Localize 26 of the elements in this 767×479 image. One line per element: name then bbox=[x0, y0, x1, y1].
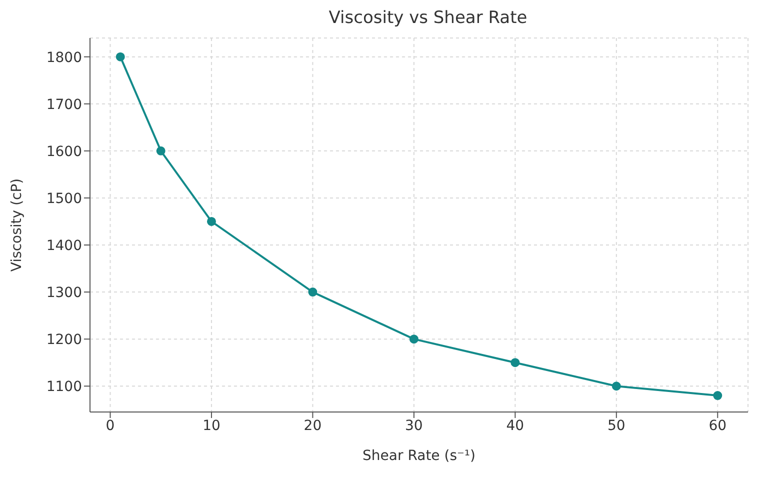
x-tick-label: 20 bbox=[304, 418, 322, 434]
y-tick-label: 1400 bbox=[46, 238, 82, 254]
y-tick-label: 1200 bbox=[46, 332, 82, 348]
x-axis-title: Shear Rate (s⁻¹) bbox=[362, 448, 476, 464]
point bbox=[206, 216, 216, 226]
point bbox=[510, 358, 520, 368]
y-tick-label: 1100 bbox=[46, 379, 82, 396]
x-tick-label: 0 bbox=[106, 418, 115, 434]
point bbox=[612, 382, 621, 391]
x-tick-label: 60 bbox=[708, 418, 727, 434]
x-tick-label: 50 bbox=[607, 418, 626, 434]
point bbox=[409, 334, 418, 344]
point bbox=[116, 52, 125, 62]
point bbox=[156, 146, 166, 156]
x-tick-label: 10 bbox=[202, 418, 220, 434]
y-tick-label: 1800 bbox=[46, 50, 82, 66]
x-tick-label: 40 bbox=[506, 418, 524, 434]
y-tick-label: 1600 bbox=[46, 144, 82, 160]
point bbox=[713, 391, 722, 400]
y-axis-title: Viscosity (cP) bbox=[8, 178, 25, 272]
y-tick-label: 1700 bbox=[46, 96, 82, 113]
x-tick-label: 30 bbox=[405, 418, 423, 434]
chart-title: Viscosity vs Shear Rate bbox=[328, 8, 528, 30]
point bbox=[308, 288, 318, 297]
y-tick-label: 1500 bbox=[46, 190, 82, 207]
y-tick-label: 1300 bbox=[46, 285, 82, 302]
